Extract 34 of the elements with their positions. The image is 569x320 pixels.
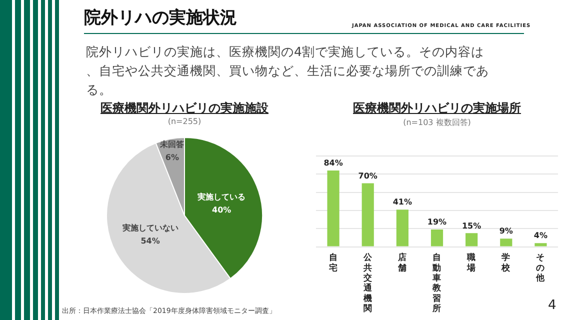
data-label: 41% [392, 198, 412, 207]
data-label: 54% [140, 236, 160, 246]
slice-label: 実施している [196, 191, 246, 202]
chart-title: 医療機関外リハビリの実施施設 [100, 100, 270, 117]
data-label: 15% [462, 221, 482, 230]
data-label: 40% [212, 205, 232, 214]
slice-label: 未回答 [159, 140, 186, 150]
bar [362, 183, 374, 246]
text: 院外リハビリの実施は、医療機関の4割で実施している。その内容は、自宅や公共交通機関、買い物など、生活に必要な場所での訓練である。 [86, 43, 490, 99]
data-label: 6% [165, 153, 180, 162]
data-label: 70% [358, 171, 378, 180]
chart-title: 医療機関外リハビリの実施場所 [352, 100, 522, 117]
text: 4 [548, 298, 556, 313]
slice-label: 実施していない [121, 222, 178, 232]
data-label: 84% [324, 158, 343, 168]
bar [466, 233, 478, 246]
x-tick-label: 学校 [500, 252, 512, 274]
data-label: 19% [427, 218, 447, 227]
bar [500, 238, 512, 246]
data-label: 4% [534, 231, 548, 240]
x-tick-label: 店舗 [396, 252, 407, 274]
bar [534, 243, 547, 246]
x-tick-label: 自宅 [328, 252, 338, 274]
text: 院外リハの実施状況 [84, 7, 237, 29]
x-tick-label: 自動車教習所 [432, 252, 442, 314]
x-tick-label: その他 [535, 253, 546, 284]
chart-subtitle: (n=255) [166, 117, 202, 126]
bar [396, 210, 408, 246]
chart-subtitle: (n=103 複数回答) [402, 117, 472, 128]
x-tick-label: 公共交通機関 [362, 252, 374, 314]
x-tick-label: 職場 [466, 252, 476, 274]
bar [327, 170, 340, 246]
bar [430, 230, 444, 246]
data-label: 9% [499, 226, 513, 236]
